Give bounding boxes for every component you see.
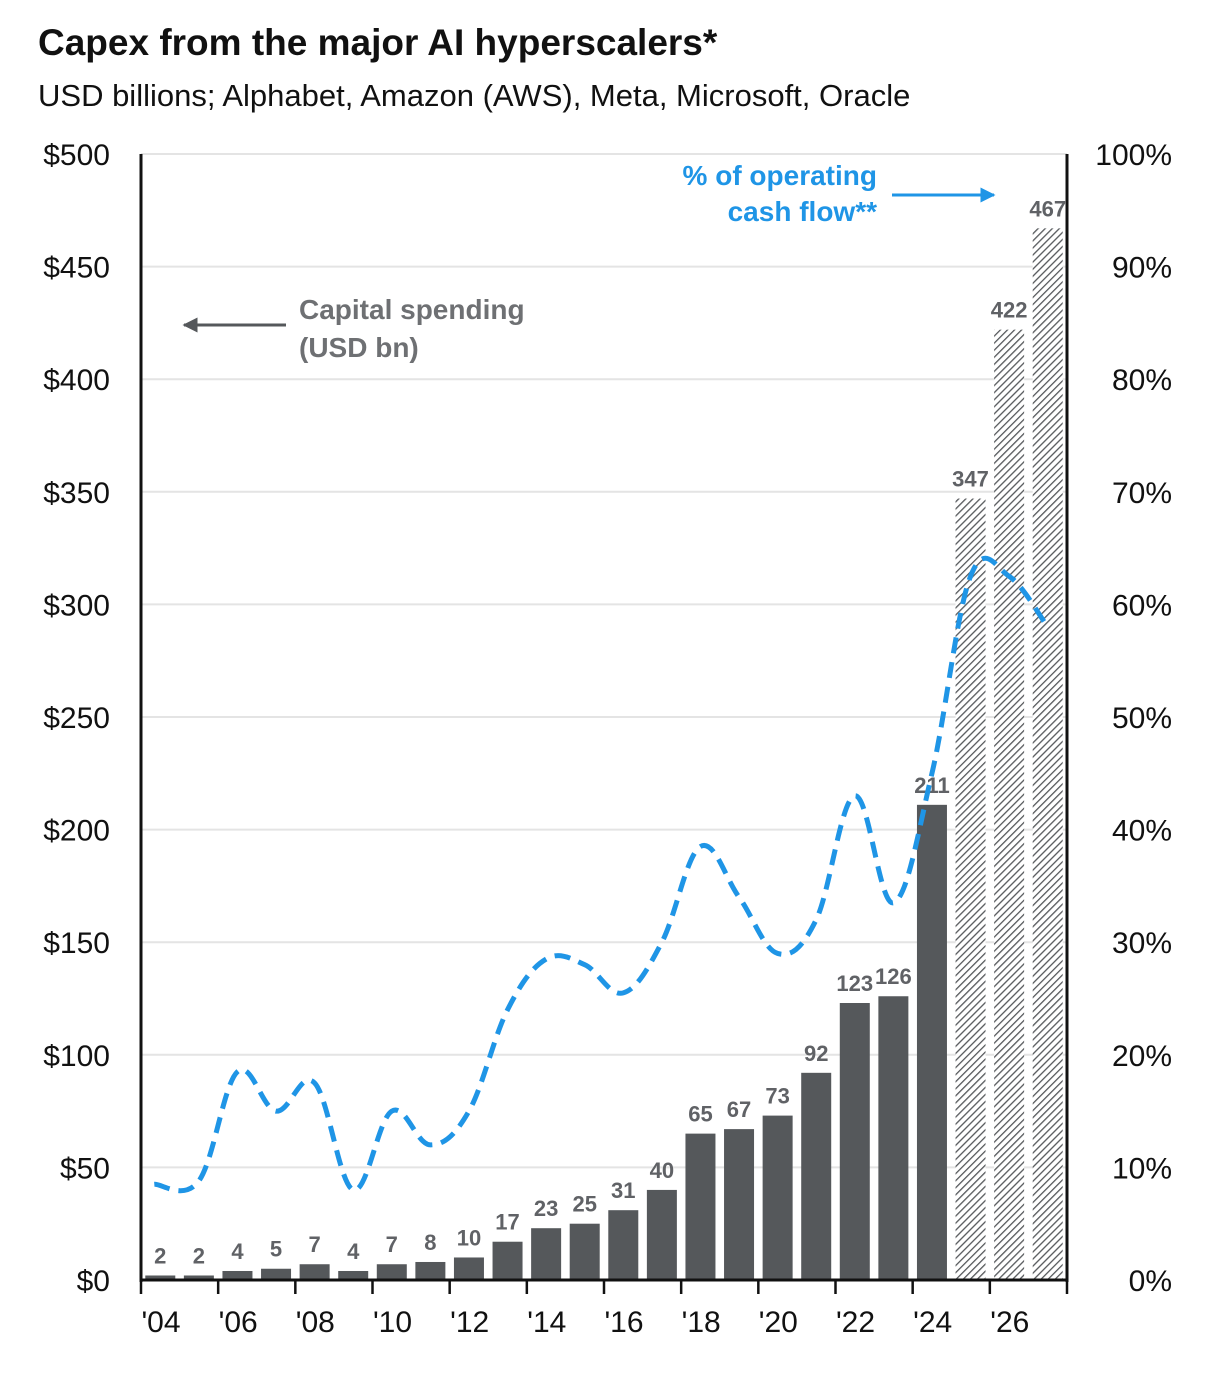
x-axis-tick-label: '22 [836,1306,875,1339]
capex-bar-label: 467 [1029,196,1066,221]
cash-flow-label-line-2: cash flow** [728,196,877,227]
x-axis-tick-label: '20 [759,1306,798,1339]
capex-bar [878,996,909,1280]
capex-bar-label: 92 [804,1041,828,1066]
x-axis-tick-label: '26 [990,1306,1029,1339]
right-axis-tick-label: 70% [1112,477,1172,510]
cash-flow-line-layer [153,555,1050,1194]
capex-bar [685,1133,716,1280]
chart-subtitle: USD billions; Alphabet, Amazon (AWS), Me… [38,78,911,113]
capex-bar-label: 67 [727,1097,751,1122]
capex-bar [415,1261,446,1280]
capex-bar-label: 17 [495,1210,519,1235]
capex-bar-label: 123 [836,971,873,996]
x-axis-tick-label: '24 [913,1306,952,1339]
right-axis-tick-label: 20% [1112,1040,1172,1073]
capex-bar [569,1223,600,1280]
capex-bar-label: 31 [611,1178,635,1203]
capex-bar-label: 2 [193,1243,205,1268]
left-axis-tick-label: $400 [43,364,110,397]
right-axis-ticks: 0% 10% 20% 30% 40% 50% 60% 70% 80% 90% 100% [1095,139,1172,1298]
x-axis-tick-label: '08 [296,1306,335,1339]
left-axis-ticks: $0 $50 $100 $150 $200 $250 $300 $350 $400 $450 $50… [43,139,110,1298]
capex-bar [839,1003,870,1280]
left-axis-tick-label: $200 [43,815,110,848]
capex-bar-label: 347 [952,467,989,492]
capex-bar-label: 8 [424,1230,436,1255]
capex-bar-label: 7 [386,1232,398,1257]
capex-bar-label: 23 [534,1196,558,1221]
capex-bar [801,1072,832,1280]
gridlines [141,153,1067,1169]
right-axis-tick-label: 10% [1112,1152,1172,1185]
x-axis-tick-label: '04 [141,1306,180,1339]
right-axis-tick-label: 0% [1129,1265,1172,1298]
capex-bar-label: 5 [270,1237,282,1262]
capex-bar [916,804,947,1280]
capex-bar [608,1210,639,1280]
capex-bar [261,1268,292,1280]
capex-bar [299,1264,330,1280]
capex-bar [453,1257,484,1280]
capex-bar [724,1129,755,1280]
right-axis-tick-label: 30% [1112,927,1172,960]
capex-bar [222,1270,253,1280]
x-axis-tick-label: '06 [219,1306,258,1339]
capex-bar-label: 10 [457,1225,481,1250]
cash-flow-line [153,555,1050,1194]
capex-bar-estimate [994,329,1025,1280]
left-axis-tick-label: $300 [43,589,110,622]
x-axis-tick-label: '16 [604,1306,643,1339]
left-axis-tick-label: $0 [77,1265,110,1298]
capex-bar [762,1115,793,1280]
left-axis-tick-label: $450 [43,252,110,285]
capex-bar [183,1275,214,1280]
capex-bar-label: 73 [765,1084,789,1109]
capex-bar [376,1264,407,1280]
left-axis-tick-label: $250 [43,702,110,735]
left-axis-tick-label: $150 [43,927,110,960]
capex-bar-label: 25 [572,1192,596,1217]
capex-bar [492,1241,523,1280]
capex-bar-label: 7 [309,1232,321,1257]
capex-bar-label: 2 [154,1243,166,1268]
x-axis-ticks: '04 '06 '08 '10 '12 '14 '16 '18 '20 '22 '24 '26 [139,1280,1069,1339]
left-axis-tick-label: $50 [60,1152,110,1185]
chart-title: Capex from the major AI hyperscalers* [38,22,718,63]
capex-bar [338,1270,369,1280]
capex-bar-estimate [955,498,986,1280]
capital-spending-label-line-1: Capital spending [299,294,525,325]
right-axis-tick-label: 80% [1112,364,1172,397]
capex-bar [646,1189,677,1280]
right-axis-tick-label: 50% [1112,702,1172,735]
chart-annotations: Capital spending (USD bn) % of operating… [182,160,996,363]
capex-bar-label: 65 [688,1102,712,1127]
capex-bar-label: 4 [347,1239,360,1264]
right-axis-tick-label: 60% [1112,589,1172,622]
left-axis-tick-label: $100 [43,1040,110,1073]
x-axis-tick-label: '18 [682,1306,721,1339]
right-axis-tick-label: 100% [1095,139,1172,172]
x-axis-tick-label: '14 [527,1306,566,1339]
right-axis-tick-label: 90% [1112,252,1172,285]
capex-bar-label: 211 [914,773,950,798]
capex-bar-label: 422 [991,298,1028,323]
capex-bar-estimate [1032,228,1063,1280]
left-axis-tick-label: $350 [43,477,110,510]
x-axis-tick-label: '12 [450,1306,489,1339]
right-axis-tick-label: 40% [1112,815,1172,848]
cash-flow-label-line-1: % of operating [683,160,877,191]
capital-spending-label-line-2: (USD bn) [299,332,419,363]
capex-bar-label: 4 [231,1239,244,1264]
capex-bar-label: 40 [650,1158,674,1183]
x-axis-tick-label: '10 [373,1306,412,1339]
capex-bar-labels: 2 2 4 5 7 4 7 8 10 17 23 25 31 40 65 67 73 92 123 126 211 347… [154,196,1066,1268]
capex-bar [145,1275,176,1280]
left-axis-tick-label: $500 [43,139,110,172]
capex-bar-label: 126 [875,964,912,989]
capex-bars [145,228,1063,1280]
capex-bar [531,1228,562,1280]
